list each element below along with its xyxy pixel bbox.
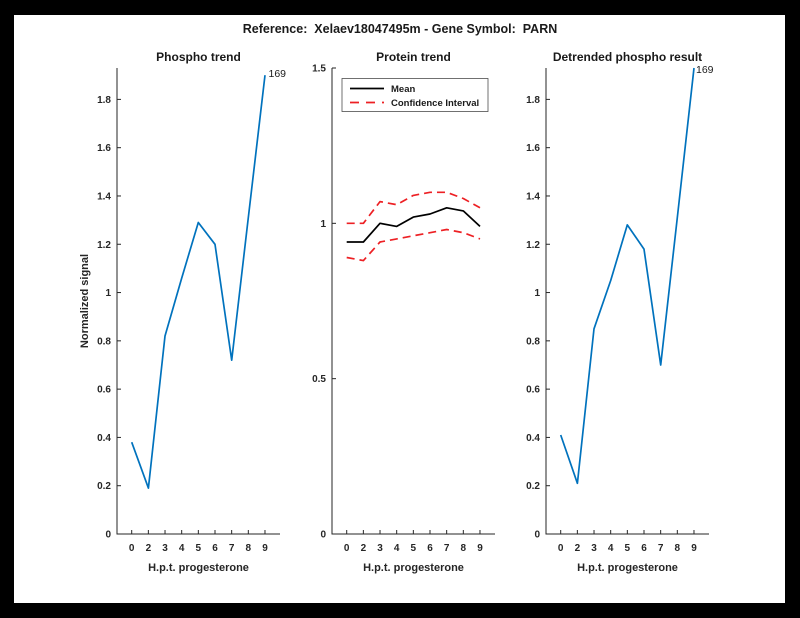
y-tick-label: 0.6 [526,385,540,396]
x-tick-label: 0 [129,543,135,554]
subplot-protein-trend: Protein trend H.p.t. progesterone 0 0.5 1 1… [312,50,495,574]
y-tick-label: 0.2 [526,481,540,492]
x-tick-label: 3 [377,543,383,554]
x-tick-label: 8 [246,543,252,554]
x-tick-label: 9 [691,543,697,554]
series-confidence-interval-upper [346,191,481,225]
x-tick-label: 0 [558,543,564,554]
x-tick-label: 6 [641,543,647,554]
x-tick-label: 9 [262,543,268,554]
y-tick-label: 1.4 [526,191,540,202]
y-tick-label: 0.4 [97,433,111,444]
x-tick-label: 9 [477,543,483,554]
figure-title: Reference: Xelaev18047495m - Gene Symbol… [243,22,558,36]
x-axis-label-protein: H.p.t. progesterone [363,562,464,574]
axes-detrended: 00.20.40.60.811.21.41.61.80 2 3 4 5 6 7 8 9 [526,67,709,554]
y-tick-label: 0 [105,530,111,541]
x-tick-label: 4 [608,543,614,554]
x-tick-label: 2 [146,543,152,554]
y-tick-label: 1.8 [97,95,111,106]
y-tick-label: 0.8 [526,336,540,347]
x-tick-label: 8 [461,543,467,554]
figure-background [14,15,785,603]
plot-title-protein: Protein trend [376,50,451,64]
subplot-phospho-trend: Phospho trend Normalized signal H.p.t. p… [79,50,286,574]
series-mean [346,206,481,243]
legend: Mean Confidence Interval [341,78,489,112]
x-axis-label-phospho: H.p.t. progesterone [148,562,249,574]
series-phospho-signal [130,75,266,489]
y-tick-label: 1.4 [97,191,111,202]
y-tick-label: 0.5 [312,374,326,385]
series-detrended-phospho-signal [559,67,695,485]
y-tick-label: 0 [534,530,540,541]
x-tick-label: 2 [575,543,581,554]
y-tick-label: 0.6 [97,385,111,396]
x-tick-label: 8 [675,543,681,554]
x-tick-label: 4 [179,543,185,554]
y-axis-label-normalized-signal: Normalized signal [79,254,91,348]
y-tick-label: 1 [105,288,111,299]
x-tick-label: 5 [625,543,631,554]
legend-label-mean: Mean [391,84,415,95]
y-tick-label: 0.8 [97,336,111,347]
x-tick-label: 2 [361,543,367,554]
x-tick-label: 5 [196,543,202,554]
plot-title-detrended: Detrended phospho result [553,50,702,64]
y-tick-label: 0.4 [526,433,540,444]
x-tick-label: 7 [229,543,235,554]
y-tick-label: 0.2 [97,481,111,492]
axes-phospho: 00.20.40.60.811.21.41.61.80 2 3 4 5 6 7 8 9 [97,68,280,554]
y-tick-label: 1.6 [526,143,540,154]
legend-box [341,78,489,112]
y-tick-label: 1.8 [526,95,540,106]
y-tick-label: 1 [320,219,326,230]
y-tick-label: 1.2 [526,240,540,251]
y-tick-label: 1.6 [97,143,111,154]
endpoint-annotation-phospho: 169 [269,68,287,80]
x-tick-label: 6 [427,543,433,554]
series-confidence-interval-lower [346,228,481,262]
x-tick-label: 5 [411,543,417,554]
axis-spine [331,68,495,535]
axis-spine [116,68,280,535]
x-tick-label: 4 [394,543,400,554]
x-axis-label-detrended: H.p.t. progesterone [577,562,678,574]
x-tick-label: 3 [162,543,168,554]
subplot-detrended-phospho: Detrended phospho result H.p.t. progeste… [526,50,714,574]
x-tick-label: 7 [658,543,664,554]
y-tick-label: 1 [534,288,540,299]
plot-title-phospho: Phospho trend [156,50,241,64]
legend-label-confidence-interval: Confidence Interval [391,98,479,109]
x-tick-label: 7 [444,543,450,554]
axes-protein: 00.511.50 2 3 4 5 6 7 8 9 [312,64,495,554]
x-tick-label: 6 [212,543,218,554]
endpoint-annotation-detrended: 169 [696,64,714,76]
y-tick-label: 1.5 [312,64,326,75]
x-tick-label: 3 [591,543,597,554]
y-tick-label: 1.2 [97,240,111,251]
x-tick-label: 0 [344,543,350,554]
y-tick-label: 0 [320,530,326,541]
